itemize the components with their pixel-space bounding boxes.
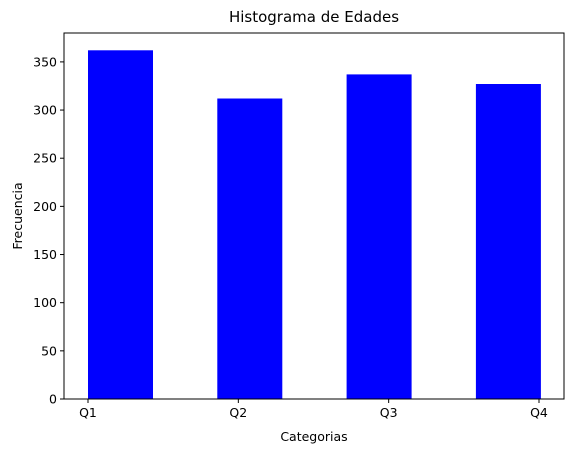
y-tick-label: 0 <box>49 392 57 407</box>
x-ticks: Q1 Q2 Q3 Q4 <box>79 399 548 420</box>
bar-q1 <box>88 50 153 400</box>
y-tick-label: 150 <box>33 247 57 262</box>
x-tick-label: Q3 <box>380 405 398 420</box>
y-tick-label: 50 <box>41 343 57 358</box>
y-tick-label: 200 <box>33 199 57 214</box>
x-tick-label: Q1 <box>79 405 97 420</box>
x-tick-label: Q2 <box>229 405 247 420</box>
y-tick-label: 250 <box>33 151 57 166</box>
chart-title: Histograma de Edades <box>229 8 399 26</box>
bar-q2 <box>217 98 283 399</box>
bar-q3 <box>346 74 412 400</box>
bar-q4 <box>475 84 541 399</box>
x-axis-label: Categorias <box>280 429 347 444</box>
bars-layer <box>88 50 541 400</box>
y-tick-label: 300 <box>33 103 57 118</box>
y-tick-label: 100 <box>33 295 57 310</box>
y-tick-label: 350 <box>33 54 57 69</box>
plot-frame <box>63 32 565 400</box>
y-axis-label: Frecuencia <box>10 182 25 249</box>
y-ticks: 0 50 100 150 200 250 300 350 <box>33 54 64 407</box>
x-tick-label: Q4 <box>530 405 548 420</box>
